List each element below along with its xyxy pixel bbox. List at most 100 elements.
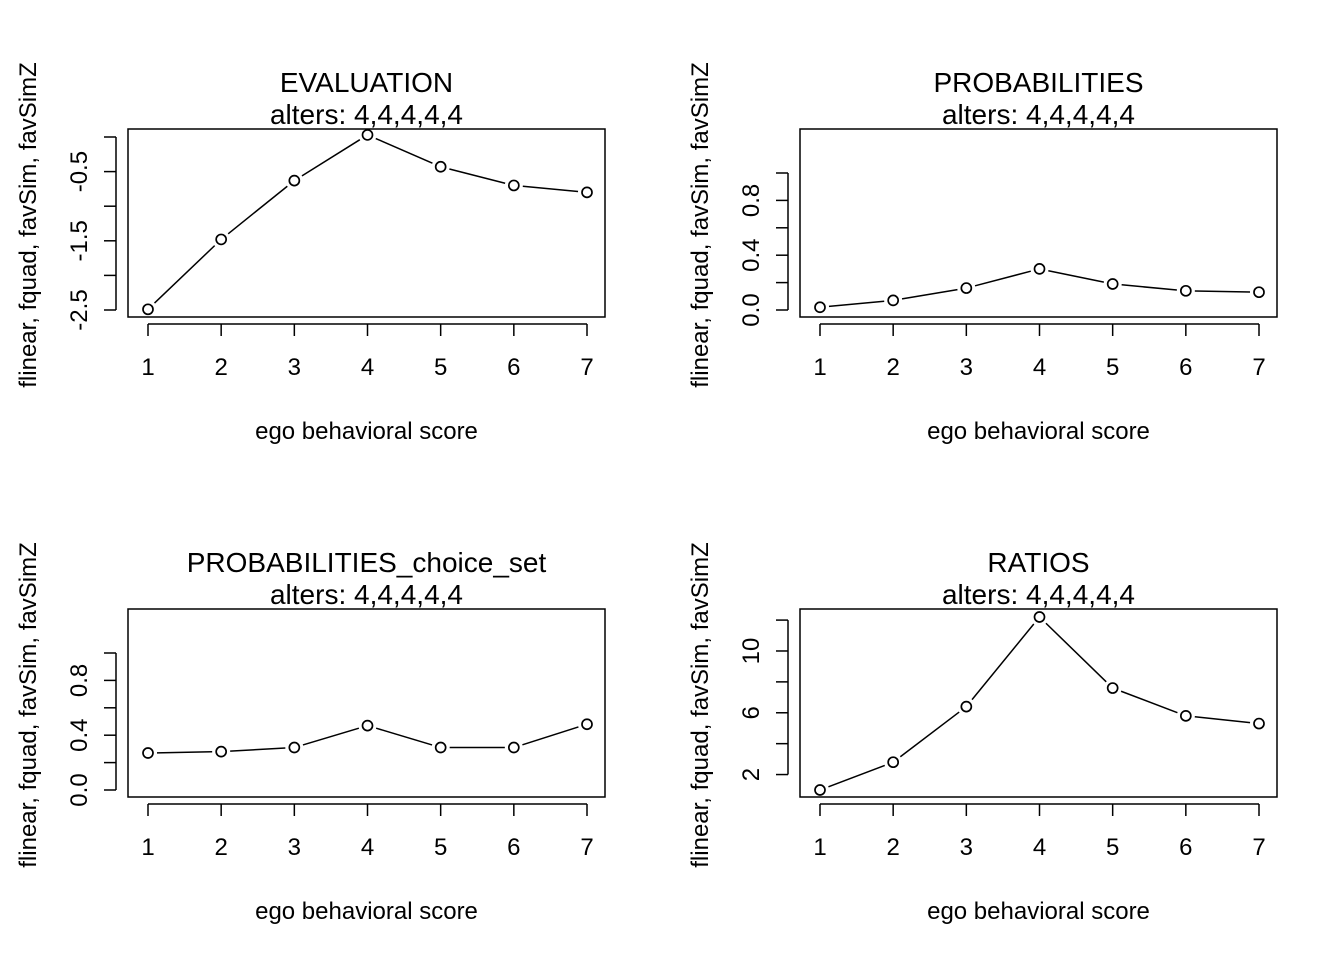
data-point — [142, 747, 154, 759]
plot-frame — [799, 608, 1278, 798]
x-tick-label: 5 — [434, 834, 447, 861]
data-point — [1033, 611, 1046, 623]
series-line-segment — [1194, 716, 1251, 724]
x-tick-label: 4 — [1033, 834, 1046, 861]
x-tick-label: 3 — [288, 834, 301, 861]
series-line-segment — [522, 726, 579, 746]
data-point — [814, 784, 826, 796]
chart-title: EVALUATION — [280, 67, 453, 98]
x-tick-label: 6 — [1179, 834, 1192, 861]
data-point — [1106, 682, 1119, 694]
data-point — [142, 303, 154, 316]
data-point — [361, 719, 374, 732]
data-point — [288, 741, 301, 754]
data-point — [1179, 710, 1192, 722]
series-line-segment — [974, 270, 1031, 287]
x-tick-label: 7 — [580, 354, 593, 381]
series-line-segment — [227, 185, 288, 235]
x-tick-label: 1 — [813, 354, 826, 381]
y-axis-label: flinear, fquad, favSim, favSimZ — [687, 62, 714, 387]
data-point — [960, 700, 973, 713]
x-tick-label: 6 — [1179, 354, 1192, 381]
data-point — [1253, 717, 1265, 730]
chart-subtitle: alters: 4,4,4,4,4 — [270, 579, 463, 610]
x-tick-label: 5 — [434, 354, 447, 381]
y-tick-label: 6 — [738, 706, 765, 719]
series-line-segment — [230, 747, 286, 752]
data-point — [1253, 286, 1265, 299]
y-tick-label: 0.8 — [66, 664, 93, 697]
x-axis-label: ego behavioral score — [927, 418, 1150, 445]
x-tick-label: 7 — [580, 834, 593, 861]
x-tick-label: 1 — [813, 834, 826, 861]
data-point — [1033, 263, 1046, 275]
series-line-segment — [899, 711, 960, 758]
data-point — [581, 186, 593, 199]
x-axis-label: ego behavioral score — [927, 898, 1150, 925]
plot-frame — [127, 608, 606, 798]
series-line-segment — [1045, 622, 1107, 683]
x-tick-label: 6 — [507, 354, 520, 381]
chart-title: RATIOS — [987, 547, 1089, 578]
y-tick-label: -2.5 — [66, 289, 93, 330]
x-tick-label: 2 — [886, 354, 899, 381]
series-line-segment — [301, 139, 361, 177]
series-line-segment — [901, 288, 958, 300]
data-point — [887, 756, 900, 769]
x-tick-label: 5 — [1106, 834, 1119, 861]
x-tick-label: 4 — [361, 834, 374, 861]
data-point — [215, 233, 228, 246]
series-line-segment — [1048, 269, 1105, 283]
series-line-segment — [522, 185, 579, 193]
chart-subtitle: alters: 4,4,4,4,4 — [942, 579, 1135, 610]
x-tick-label: 7 — [1252, 834, 1265, 861]
x-axis-label: ego behavioral score — [255, 898, 478, 925]
x-axis-label: ego behavioral score — [255, 418, 478, 445]
data-point — [1106, 278, 1119, 290]
chart-title: PROBABILITIES_choice_set — [187, 547, 547, 578]
series-line-segment — [156, 751, 213, 754]
x-tick-label: 1 — [141, 834, 154, 861]
plot-frame — [127, 128, 606, 318]
series-line-segment — [375, 727, 433, 746]
x-tick-label: 4 — [361, 354, 374, 381]
chart-subtitle: alters: 4,4,4,4,4 — [942, 99, 1135, 130]
y-tick-label: 0.8 — [738, 184, 765, 217]
x-tick-label: 7 — [1252, 354, 1265, 381]
x-tick-label: 2 — [214, 354, 227, 381]
y-axis-label: flinear, fquad, favSim, favSimZ — [687, 542, 714, 867]
y-tick-label: -0.5 — [66, 151, 93, 192]
data-point — [960, 282, 973, 294]
x-tick-label: 2 — [886, 834, 899, 861]
y-tick-label: 0.4 — [738, 239, 765, 272]
x-tick-label: 1 — [141, 354, 154, 381]
data-point — [1179, 284, 1192, 297]
y-tick-label: 0.0 — [738, 293, 765, 326]
data-point — [215, 745, 228, 758]
series-line-segment — [828, 300, 885, 308]
series-line-segment — [971, 623, 1035, 701]
series-line-segment — [1120, 690, 1178, 714]
y-tick-label: -1.5 — [66, 220, 93, 261]
data-point — [288, 174, 301, 187]
data-point — [581, 718, 593, 731]
x-tick-label: 5 — [1106, 354, 1119, 381]
x-tick-label: 3 — [960, 834, 973, 861]
x-tick-label: 3 — [288, 354, 301, 381]
data-point — [361, 129, 374, 141]
y-tick-label: 10 — [738, 638, 765, 665]
data-point — [814, 301, 826, 314]
y-axis-label: flinear, fquad, favSim, favSimZ — [15, 62, 42, 387]
x-tick-label: 4 — [1033, 354, 1046, 381]
x-tick-label: 2 — [214, 834, 227, 861]
series-line-segment — [828, 764, 886, 788]
series-line-segment — [153, 245, 216, 304]
y-tick-label: 2 — [738, 768, 765, 781]
series-line-segment — [1121, 284, 1177, 291]
chart-title: PROBABILITIES — [933, 67, 1143, 98]
plot-frame — [799, 128, 1278, 318]
data-point — [434, 160, 447, 173]
